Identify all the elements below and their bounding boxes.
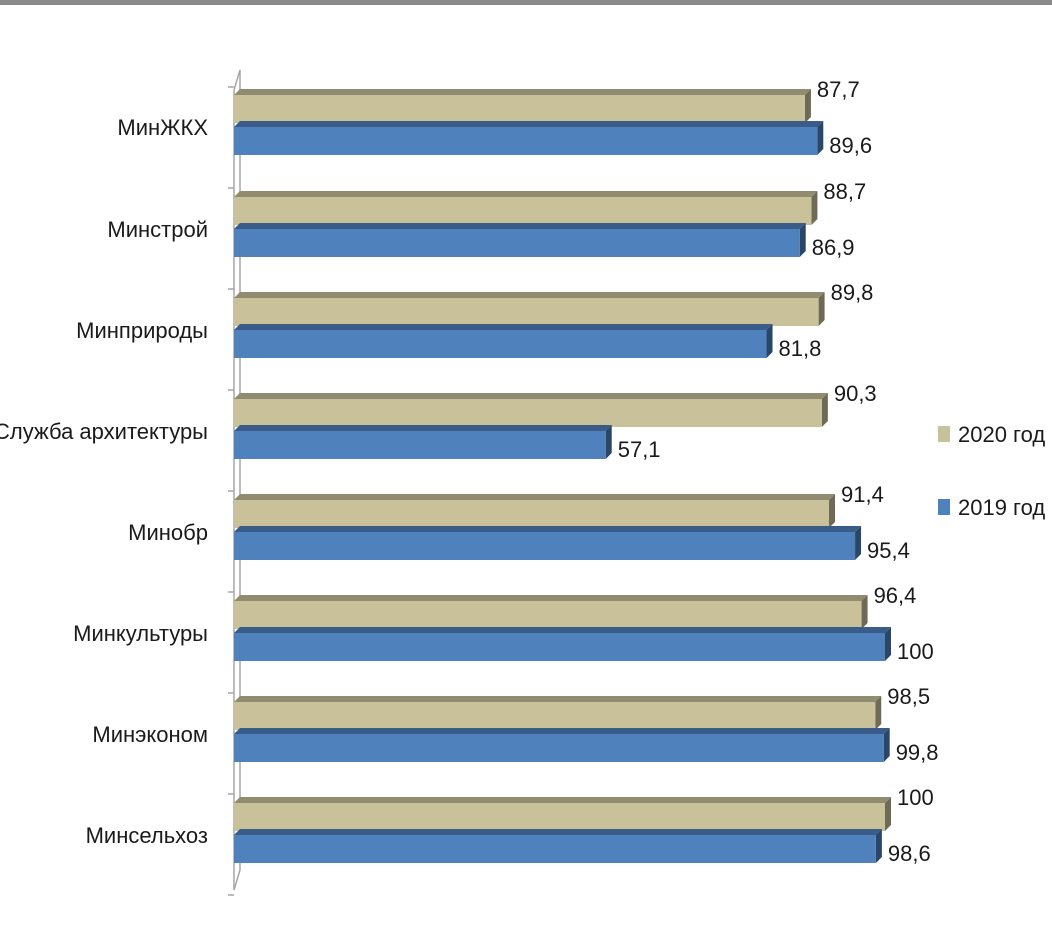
- bar-2020: [234, 197, 812, 225]
- value-label-2019: 57,1: [618, 437, 661, 462]
- bar-2020-side: [821, 393, 828, 427]
- bar-2019-side: [799, 223, 806, 257]
- bar-2020: [234, 95, 805, 123]
- bar-2019-side: [855, 526, 862, 560]
- category-label: МинЖКХ: [117, 115, 208, 140]
- bar-2020: [234, 298, 819, 326]
- legend-swatch: [938, 499, 950, 515]
- bar-2020-top: [234, 595, 868, 601]
- bar-2020: [234, 803, 885, 831]
- bar-2019-top: [234, 728, 890, 734]
- top-border-rule: [0, 0, 1052, 5]
- value-label-2020: 88,7: [823, 179, 866, 204]
- bar-2019-top: [234, 627, 891, 633]
- axis-wall-bottom: [233, 869, 241, 891]
- value-label-2019: 99,8: [896, 740, 939, 765]
- bar-2020: [234, 601, 862, 629]
- value-label-2019: 98,6: [888, 841, 931, 866]
- bar-2020-top: [234, 292, 825, 298]
- bar-2020: [234, 702, 876, 730]
- bar-2020-side: [861, 595, 868, 629]
- bar-2019-side: [875, 829, 882, 863]
- bar-2019-top: [234, 121, 824, 127]
- value-label-2019: 95,4: [867, 538, 910, 563]
- bar-2020-side: [829, 494, 836, 528]
- bar-2020-top: [234, 494, 836, 500]
- bar-2019-top: [234, 324, 773, 330]
- bar-2020-top: [234, 89, 811, 95]
- category-label: Служба архитектуры: [0, 419, 208, 444]
- bar-2020-top: [234, 797, 891, 803]
- bar-2019: [234, 330, 767, 358]
- bar-2019-top: [234, 425, 612, 431]
- value-label-2020: 90,3: [834, 381, 877, 406]
- bar-2019: [234, 734, 884, 762]
- legend-label: 2020 год: [958, 422, 1045, 447]
- category-label: Минэконом: [92, 722, 208, 747]
- bar-2020: [234, 500, 830, 528]
- bar-2019: [234, 431, 606, 459]
- bar-2020: [234, 399, 822, 427]
- category-label: Минкультуры: [73, 621, 208, 646]
- bar-2019-side: [883, 728, 890, 762]
- category-label: Минприроды: [76, 318, 208, 343]
- value-label-2019: 100: [897, 639, 934, 664]
- bar-2019: [234, 532, 856, 560]
- value-label-2020: 96,4: [874, 583, 917, 608]
- value-label-2019: 89,6: [829, 133, 872, 158]
- bar-2020-top: [234, 191, 818, 197]
- legend-label: 2019 год: [958, 495, 1045, 520]
- bar-2020-side: [885, 797, 891, 831]
- category-label: Минстрой: [107, 217, 208, 242]
- bar-2020-side: [804, 89, 811, 123]
- bar-2020-side: [875, 696, 882, 730]
- bar-2019-top: [234, 223, 806, 229]
- bar-2019: [234, 633, 885, 661]
- bar-2019-top: [234, 526, 862, 532]
- value-label-2020: 100: [897, 785, 934, 810]
- bar-2019: [234, 229, 800, 257]
- bar-2019-side: [885, 627, 891, 661]
- bar-2020-side: [811, 191, 818, 225]
- bar-2019-side: [605, 425, 612, 459]
- value-label-2019: 86,9: [812, 235, 855, 260]
- value-label-2019: 81,8: [779, 336, 822, 361]
- axis-wall-top: [233, 69, 241, 91]
- category-label: Минсельхоз: [86, 823, 208, 848]
- bar-2019: [234, 127, 818, 155]
- bar-2020-side: [818, 292, 825, 326]
- category-label: Минобр: [128, 520, 208, 545]
- value-label-2020: 98,5: [887, 684, 930, 709]
- legend-swatch: [938, 426, 950, 442]
- value-label-2020: 91,4: [841, 482, 884, 507]
- value-label-2020: 89,8: [831, 280, 874, 305]
- bar-2019-side: [766, 324, 773, 358]
- value-label-2020: 87,7: [817, 77, 860, 102]
- bar-2019-top: [234, 829, 882, 835]
- bar-2019-side: [817, 121, 824, 155]
- bar-2020-top: [234, 393, 828, 399]
- bar-2019: [234, 835, 876, 863]
- bar-2020-top: [234, 696, 882, 702]
